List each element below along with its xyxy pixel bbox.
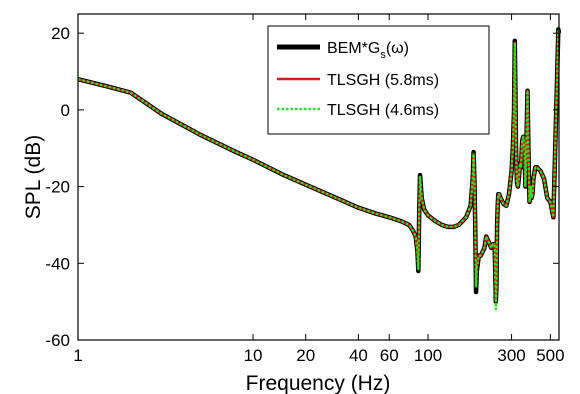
y-tick-label: -20 xyxy=(45,178,70,197)
x-tick-label: 100 xyxy=(414,346,442,365)
x-tick-label: 300 xyxy=(497,346,525,365)
x-tick-label: 60 xyxy=(380,346,399,365)
legend-entries: BEM*Gs(ω) TLSGH (5.8ms) TLSGH (4.6ms) xyxy=(277,40,439,119)
series-line-3 xyxy=(77,30,561,311)
y-tick-label: 0 xyxy=(61,101,70,120)
y-tick-label: -60 xyxy=(45,331,70,350)
legend-label-1: BEM*Gs(ω) xyxy=(327,40,409,61)
plot-area-frame xyxy=(77,13,560,341)
y-tick-label: 20 xyxy=(51,24,70,43)
x-tick-label: 1 xyxy=(73,346,82,365)
series-layer xyxy=(77,27,562,311)
legend-label-3: TLSGH (4.6ms) xyxy=(327,102,439,119)
x-axis-label: Frequency (Hz) xyxy=(246,372,391,394)
x-tick-label: 40 xyxy=(349,346,368,365)
x-tick-label: 500 xyxy=(536,346,564,365)
ticks-layer: 1 10 20 40 60 100 300 500 20 0 -20 -40 -60 xyxy=(45,14,565,365)
x-tick-label: 10 xyxy=(244,346,263,365)
y-axis-label: SPL (dB) xyxy=(22,135,45,219)
y-tick-label: -40 xyxy=(45,254,70,273)
legend-label-2: TLSGH (5.8ms) xyxy=(327,72,439,89)
legend: BEM*Gs(ω) TLSGH (5.8ms) TLSGH (4.6ms) xyxy=(267,25,490,135)
x-tick-label: 20 xyxy=(296,346,315,365)
